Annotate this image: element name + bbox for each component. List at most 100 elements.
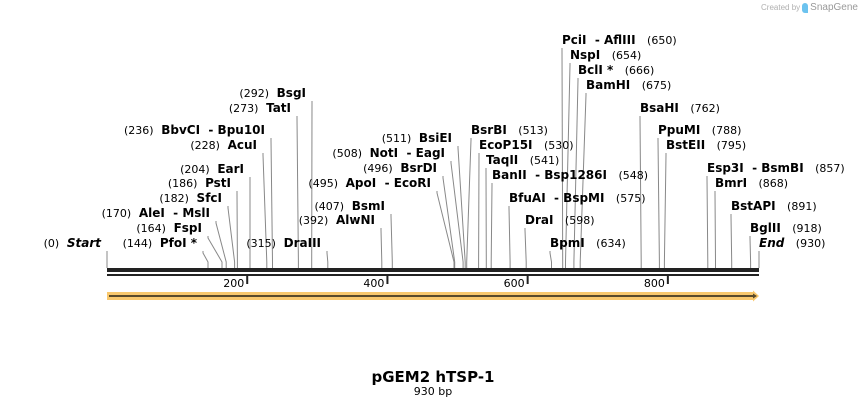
restriction-site[interactable] — [436, 191, 455, 268]
svg-text:BamHI (675): BamHI (675) — [586, 78, 671, 92]
site-label[interactable]: BsrBI (513) — [471, 123, 548, 137]
restriction-site[interactable] — [561, 48, 564, 268]
restriction-site[interactable] — [730, 214, 733, 268]
svg-text:(315) DraIII: (315) DraIII — [246, 236, 321, 250]
restriction-site[interactable] — [457, 146, 466, 268]
site-label[interactable]: BfuAI - BspMI (575) — [509, 191, 646, 205]
svg-text:(182) SfcI: (182) SfcI — [159, 191, 222, 205]
svg-text:DraI (598): DraI (598) — [525, 213, 595, 227]
restriction-site[interactable] — [207, 236, 223, 268]
svg-text:PpuMI (788): PpuMI (788) — [658, 123, 741, 137]
site-label[interactable]: (228) AcuI — [190, 138, 257, 152]
svg-text:(292) BsgI: (292) BsgI — [239, 86, 306, 100]
restriction-site[interactable] — [326, 251, 329, 268]
svg-text:(392) AlwNI: (392) AlwNI — [299, 213, 375, 227]
svg-text:NspI (654): NspI (654) — [570, 48, 641, 62]
restriction-site[interactable] — [490, 183, 493, 268]
site-label[interactable]: (186) PstI — [168, 176, 231, 190]
svg-text:BstEII (795): BstEII (795) — [666, 138, 746, 152]
credit-prefix: Created by — [761, 3, 801, 12]
svg-text:BpmI (634): BpmI (634) — [550, 236, 626, 250]
svg-text:(204) EarI: (204) EarI — [180, 162, 244, 176]
axis-tick-label: 800 — [644, 277, 665, 290]
site-label[interactable]: BmrI (868) — [715, 176, 788, 190]
sequence-name: pGEM2 hTSP-1 — [371, 368, 495, 386]
restriction-site[interactable] — [296, 116, 299, 268]
restriction-site[interactable] — [202, 251, 209, 268]
site-label[interactable]: (392) AlwNI — [299, 213, 375, 227]
restriction-site[interactable] — [390, 214, 393, 268]
site-label[interactable]: (170) AleI - MslI — [102, 206, 210, 220]
site-label[interactable]: (511) BsiEI — [382, 131, 452, 145]
svg-text:BglII (918): BglII (918) — [750, 221, 822, 235]
sequence-backbone-top — [107, 268, 759, 272]
site-label[interactable]: (495) ApoI - EcoRI — [308, 176, 431, 190]
restriction-site[interactable] — [657, 138, 660, 268]
site-label[interactable]: EcoP15I (530) — [479, 138, 574, 152]
svg-text:(273) TatI: (273) TatI — [229, 101, 291, 115]
restriction-site[interactable] — [450, 161, 464, 268]
restriction-site[interactable] — [565, 63, 571, 268]
svg-text:(511) BsiEI: (511) BsiEI — [382, 131, 452, 145]
axis-tick-label: 600 — [504, 277, 525, 290]
site-label[interactable]: DraI (598) — [525, 213, 595, 227]
snapgene-logo-icon — [802, 2, 809, 13]
site-label[interactable]: (496) BsrDI — [363, 161, 437, 175]
sequence-length: 930 bp — [413, 385, 453, 398]
svg-text:BmrI (868): BmrI (868) — [715, 176, 788, 190]
svg-text:TaqII (541): TaqII (541) — [486, 153, 559, 167]
restriction-site[interactable] — [573, 78, 579, 268]
restriction-site[interactable] — [706, 176, 709, 268]
site-label[interactable]: BpmI (634) — [550, 236, 626, 250]
restriction-site[interactable] — [270, 138, 273, 268]
restriction-site[interactable] — [549, 251, 552, 268]
svg-text:BfuAI - BspMI (575): BfuAI - BspMI (575) — [509, 191, 646, 205]
site-label[interactable]: (0) Start — [44, 236, 103, 250]
svg-text:(496) BsrDI: (496) BsrDI — [363, 161, 437, 175]
site-label[interactable]: PciI - AflIII (650) — [562, 33, 677, 47]
site-label[interactable]: Esp3I - BsmBI (857) — [707, 161, 845, 175]
site-label[interactable]: PpuMI (788) — [658, 123, 741, 137]
svg-text:(164) FspI: (164) FspI — [136, 221, 202, 235]
site-label[interactable]: BglII (918) — [750, 221, 822, 235]
site-label[interactable]: TaqII (541) — [486, 153, 559, 167]
site-label[interactable]: (204) EarI — [180, 162, 244, 176]
site-label[interactable]: BanII - Bsp1286I (548) — [492, 168, 648, 182]
restriction-site[interactable] — [442, 176, 456, 268]
site-label[interactable]: (164) FspI — [136, 221, 202, 235]
restriction-site[interactable] — [215, 221, 227, 268]
axis-tick-label: 200 — [223, 277, 244, 290]
site-label[interactable]: (315) DraIII — [246, 236, 321, 250]
svg-text:BclI * (666): BclI * (666) — [578, 63, 654, 77]
restriction-site[interactable] — [466, 138, 472, 268]
site-label[interactable]: NspI (654) — [570, 48, 641, 62]
site-label[interactable]: BstEII (795) — [666, 138, 746, 152]
site-label[interactable]: BclI * (666) — [578, 63, 654, 77]
restriction-site[interactable] — [227, 206, 236, 268]
restriction-site[interactable] — [749, 236, 752, 268]
site-label[interactable]: BamHI (675) — [586, 78, 671, 92]
restriction-site[interactable] — [380, 228, 383, 268]
site-label[interactable]: End (930) — [759, 236, 825, 250]
restriction-site[interactable] — [663, 153, 667, 268]
restriction-site[interactable] — [639, 116, 642, 268]
axis-tick-label: 400 — [363, 277, 384, 290]
restriction-site[interactable] — [579, 93, 587, 268]
site-label[interactable]: (236) BbvCI - Bpu10I — [124, 123, 265, 137]
restriction-site[interactable] — [714, 191, 716, 268]
site-label[interactable]: (508) NotI - EagI — [332, 146, 445, 160]
site-label[interactable]: (144) PfoI * — [123, 236, 198, 250]
restriction-site[interactable] — [508, 206, 511, 268]
site-label[interactable]: BstAPI (891) — [731, 199, 817, 213]
svg-text:(170) AleI - MslI: (170) AleI - MslI — [102, 206, 210, 220]
site-label[interactable]: (407) BsmI — [315, 199, 386, 213]
site-label[interactable]: BsaHI (762) — [640, 101, 720, 115]
svg-text:BstAPI (891): BstAPI (891) — [731, 199, 817, 213]
svg-text:BsaHI (762): BsaHI (762) — [640, 101, 720, 115]
restriction-site[interactable] — [524, 228, 527, 268]
restriction-site[interactable] — [262, 153, 268, 268]
site-label[interactable]: (182) SfcI — [159, 191, 222, 205]
site-label[interactable]: (292) BsgI — [239, 86, 306, 100]
site-label[interactable]: (273) TatI — [229, 101, 291, 115]
feature-arrow[interactable] — [107, 290, 759, 302]
